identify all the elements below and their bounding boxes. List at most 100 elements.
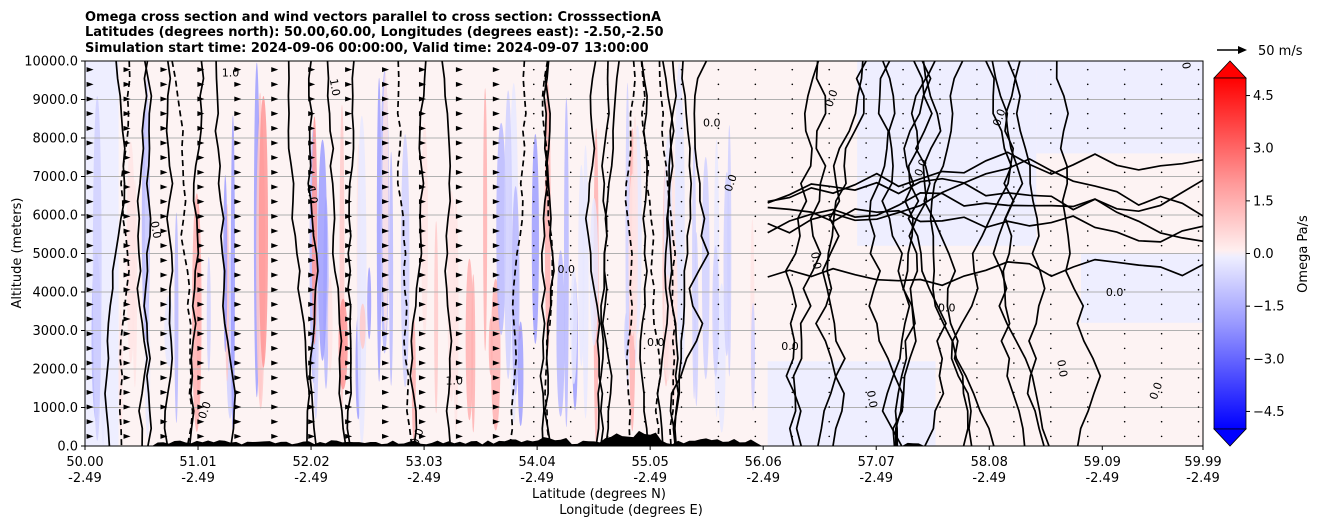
wind-vector [865,112,867,115]
wind-vector [569,142,572,144]
title-line-3: Simulation start time: 2024-09-06 00:00:… [85,41,649,56]
y-tick-label: 1000.0 [33,401,79,416]
wind-vector [976,156,978,159]
wind-vector [680,171,683,174]
wind-vector [976,303,978,306]
wind-vector [308,169,316,175]
wind-vector [606,435,609,438]
wind-vector [1086,127,1089,130]
title-line-2: Latitudes (degrees north): 50.00,60.00, … [85,25,664,40]
colorbar-tick-label: 3.0 [1253,142,1274,157]
omega-contour-line [817,61,864,446]
y-tick-label: 2000.0 [33,363,79,378]
omega-contour-line [163,61,174,446]
wind-vector [643,362,646,364]
omega-streak [570,266,578,385]
wind-vector [123,81,131,87]
wind-vector [569,98,572,100]
wind-vector [1086,83,1089,86]
wind-vector [160,389,168,395]
wind-vector [569,391,572,394]
wind-vector [939,215,941,218]
wind-vector [382,433,390,439]
wind-vector [345,419,353,425]
omega-streak [465,258,474,421]
wind-vector [418,360,426,366]
wind-vector [1197,186,1200,188]
wind-vector [197,389,205,395]
wind-vector [382,345,390,351]
wind-vector [717,98,720,100]
wind-vector [643,156,646,159]
wind-vector [939,259,941,262]
wind-vector [345,184,353,190]
wind-vector [976,318,978,320]
wind-vector [455,67,463,73]
wind-vector [643,98,646,100]
wind-vector [1086,347,1089,350]
wind-vector [532,259,535,262]
wind-vector [680,230,683,232]
wind-vector [532,332,535,335]
wind-vector [455,228,463,234]
contour-labels: 0.0 1.0 0.0 1.0 1.0 0.0 0.0 0.0 0.0 0.0 0.0 0.0 0.0 0… [148,61,1193,446]
wind-vector [680,362,683,364]
x-tick-label-lon: -2.49 [1186,471,1220,486]
wind-vector [754,142,757,144]
wind-vector [1197,303,1200,306]
wind-vector [197,331,205,337]
wind-vector [382,287,390,293]
wind-vector [902,244,904,247]
wind-vector [308,184,316,190]
wind-vector [1160,98,1163,100]
wind-vector [308,389,316,395]
wind-vector [717,142,720,144]
wind-vector [345,155,353,161]
wind-vector [492,184,500,190]
omega-contour-line [767,206,1203,243]
wind-vector [606,230,609,232]
wind-vector [976,376,978,379]
wind-vector [606,303,609,306]
wind-vector [1123,83,1126,86]
omega-contour-line [992,61,1050,446]
wind-vector [1123,362,1126,364]
wind-vector [234,404,242,410]
wind-vector [197,272,205,278]
wind-vector [976,406,978,408]
wind-vector [828,332,831,335]
contour-label: 1.0 [327,78,343,97]
omega-streak [625,82,630,389]
omega-contour-line [913,61,969,446]
wind-vector [828,406,831,408]
wind-vector [1013,215,1015,218]
wind-vector [902,230,904,232]
wind-vector [1123,259,1126,262]
wind-vector [345,360,353,366]
wind-vector [1013,83,1015,86]
wind-vector [902,376,904,379]
wind-vector [492,257,500,263]
wind-vector [606,215,609,218]
wind-vector [939,112,941,115]
wind-vector [569,200,572,203]
wind-vector [791,406,794,408]
wind-vector [308,360,316,366]
wind-vector [976,127,978,130]
omega-streak [504,90,513,380]
wind-vector [160,243,168,249]
wind-vector [492,67,500,73]
wind-vector [1013,230,1015,232]
wind-vector [234,345,242,351]
omega-contour-line [171,61,194,446]
wind-vector [86,199,94,205]
wind-vector [939,303,941,306]
wind-vector [345,199,353,205]
wind-vector [271,345,279,351]
wind-vector [680,83,683,86]
wind-vector [455,140,463,146]
wind-vector [197,228,205,234]
omega-streak [511,186,520,395]
omega-contour-line [669,61,710,446]
wind-vector [382,111,390,117]
